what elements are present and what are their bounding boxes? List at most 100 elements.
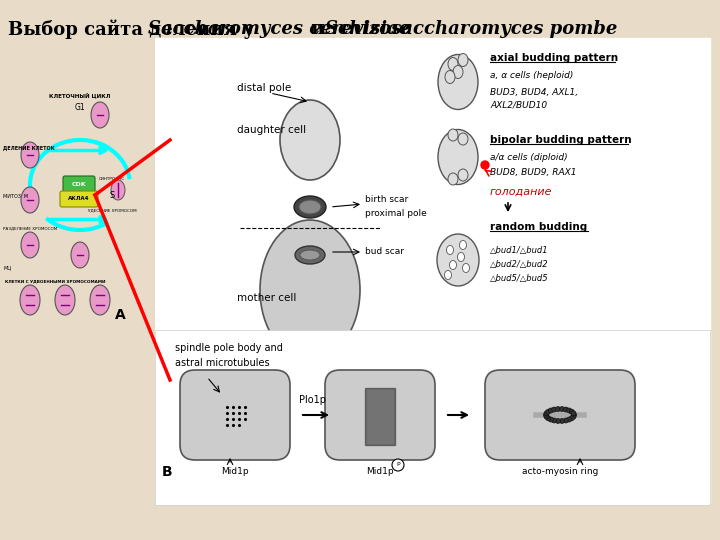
Ellipse shape — [294, 196, 326, 218]
Text: Mid1p: Mid1p — [221, 468, 249, 476]
Polygon shape — [368, 390, 392, 442]
Text: axial budding pattern: axial budding pattern — [490, 53, 618, 63]
Ellipse shape — [448, 173, 458, 185]
Text: и: и — [305, 20, 331, 38]
Text: AXL2/BUD10: AXL2/BUD10 — [490, 100, 547, 110]
Circle shape — [559, 407, 564, 411]
Text: daughter cell: daughter cell — [237, 125, 306, 135]
Text: Schizosaccharomyces pombe: Schizosaccharomyces pombe — [325, 20, 617, 38]
Circle shape — [544, 411, 549, 416]
Text: ДЕЛЕНИЕ КЛЕТОК: ДЕЛЕНИЕ КЛЕТОК — [3, 145, 55, 151]
Circle shape — [549, 417, 554, 422]
Text: △bud1/△bud1: △bud1/△bud1 — [490, 246, 549, 254]
Circle shape — [546, 409, 551, 414]
Circle shape — [570, 416, 575, 421]
Text: proximal pole: proximal pole — [365, 208, 427, 218]
Text: random budding: random budding — [490, 222, 588, 232]
Ellipse shape — [459, 240, 467, 249]
Circle shape — [572, 413, 577, 417]
Text: Saccharomyces cerevisiae: Saccharomyces cerevisiae — [148, 20, 410, 38]
Ellipse shape — [437, 234, 479, 286]
Ellipse shape — [458, 169, 468, 181]
Text: △bud5/△bud5: △bud5/△bud5 — [490, 273, 549, 282]
Ellipse shape — [448, 129, 458, 141]
Ellipse shape — [438, 130, 478, 185]
Text: голодание: голодание — [490, 187, 552, 197]
Ellipse shape — [445, 71, 455, 84]
Circle shape — [556, 407, 560, 411]
Ellipse shape — [438, 55, 478, 110]
Ellipse shape — [448, 57, 458, 71]
Ellipse shape — [21, 232, 39, 258]
Ellipse shape — [91, 102, 109, 128]
Text: BUD3, BUD4, AXL1,: BUD3, BUD4, AXL1, — [490, 87, 578, 97]
Text: mother cell: mother cell — [237, 293, 297, 303]
Text: distal pole: distal pole — [237, 83, 292, 93]
Text: bud scar: bud scar — [365, 247, 404, 256]
Circle shape — [559, 418, 564, 423]
Ellipse shape — [299, 200, 321, 214]
FancyBboxPatch shape — [155, 38, 710, 503]
FancyBboxPatch shape — [60, 191, 98, 207]
Circle shape — [556, 418, 560, 423]
Ellipse shape — [446, 246, 454, 254]
FancyBboxPatch shape — [0, 38, 155, 503]
Text: BUD8, BUD9, RAX1: BUD8, BUD9, RAX1 — [490, 167, 577, 177]
FancyBboxPatch shape — [485, 370, 635, 460]
Text: P: P — [396, 462, 400, 468]
Ellipse shape — [449, 260, 456, 269]
Text: КЛЕТОЧНЫЙ ЦИКЛ: КЛЕТОЧНЫЙ ЦИКЛ — [49, 92, 111, 98]
Ellipse shape — [280, 100, 340, 180]
Text: Mid1p: Mid1p — [366, 468, 394, 476]
Text: acto-myosin ring: acto-myosin ring — [522, 468, 598, 476]
Circle shape — [544, 413, 549, 417]
FancyBboxPatch shape — [180, 370, 290, 460]
Ellipse shape — [458, 133, 468, 145]
Circle shape — [567, 408, 572, 413]
Text: a, α cells (heploid): a, α cells (heploid) — [490, 71, 573, 79]
FancyBboxPatch shape — [63, 176, 95, 194]
Text: Выбор сайта деления у: Выбор сайта деления у — [8, 20, 261, 39]
Text: astral microtubules: astral microtubules — [175, 358, 269, 368]
FancyBboxPatch shape — [325, 370, 435, 460]
Ellipse shape — [444, 271, 451, 280]
Circle shape — [570, 409, 575, 414]
Text: Plo1p: Plo1p — [300, 395, 326, 405]
Text: S: S — [109, 191, 114, 199]
Ellipse shape — [300, 250, 320, 260]
Text: СИНТРОДНС: СИНТРОДНС — [99, 176, 125, 180]
Ellipse shape — [295, 246, 325, 264]
Circle shape — [571, 414, 576, 419]
Text: birth scar: birth scar — [365, 195, 408, 205]
Ellipse shape — [458, 53, 468, 66]
Text: A: A — [114, 308, 125, 322]
FancyBboxPatch shape — [155, 330, 710, 505]
Text: АКЛА4: АКЛА4 — [68, 197, 90, 201]
Circle shape — [563, 418, 568, 423]
Ellipse shape — [21, 187, 39, 213]
Circle shape — [567, 417, 572, 422]
Circle shape — [549, 408, 554, 413]
Polygon shape — [365, 388, 395, 445]
Ellipse shape — [457, 253, 464, 261]
Ellipse shape — [55, 285, 75, 315]
Circle shape — [563, 407, 568, 412]
Circle shape — [544, 414, 549, 419]
Ellipse shape — [462, 264, 469, 273]
Text: МЦ: МЦ — [3, 266, 11, 271]
Text: МИТОЗ  M: МИТОЗ M — [3, 194, 28, 199]
Circle shape — [552, 407, 557, 412]
Text: spindle pole body and: spindle pole body and — [175, 343, 283, 353]
Circle shape — [552, 418, 557, 423]
Circle shape — [546, 416, 551, 421]
Text: УДЕСЕНИЕ ХРОМОСОМ: УДЕСЕНИЕ ХРОМОСОМ — [88, 208, 136, 212]
Ellipse shape — [111, 180, 125, 200]
Ellipse shape — [71, 242, 89, 268]
Text: B: B — [162, 465, 172, 479]
Ellipse shape — [90, 285, 110, 315]
Circle shape — [392, 459, 404, 471]
Ellipse shape — [20, 285, 40, 315]
Text: КЛЕТКИ С УДВОЕННЫМИ ХРОМОСОМАМИ: КЛЕТКИ С УДВОЕННЫМИ ХРОМОСОМАМИ — [5, 279, 106, 283]
Text: a/α cells (diploid): a/α cells (diploid) — [490, 152, 567, 161]
Text: CDK: CDK — [72, 183, 86, 187]
